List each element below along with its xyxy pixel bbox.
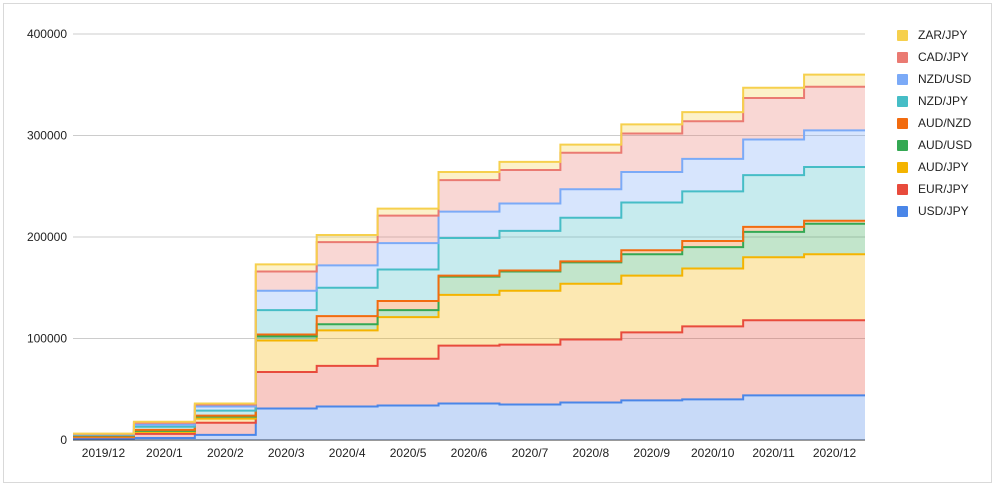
x-tick-label: 2020/10	[691, 446, 735, 460]
legend-item: AUD/JPY	[897, 160, 969, 174]
stepped-area-chart: 0 100000 200000 300000 400000 2019/12 2020/1 20…	[27, 27, 972, 460]
area-nzd-usd	[73, 130, 865, 435]
legend: ZAR/JPY CAD/JPY NZD/USD NZD/JPY AUD/NZD AUD/U…	[897, 28, 972, 218]
x-tick-label: 2020/11	[752, 446, 795, 460]
area-aud-jpy	[73, 254, 865, 438]
area-usd-jpy	[73, 395, 865, 440]
y-tick-label: 100000	[27, 332, 67, 346]
legend-label: ZAR/JPY	[918, 28, 967, 42]
legend-label: NZD/USD	[918, 72, 972, 86]
legend-item: NZD/JPY	[897, 94, 968, 108]
legend-label: EUR/JPY	[918, 182, 969, 196]
legend-item: NZD/USD	[897, 72, 972, 86]
legend-swatch	[897, 140, 908, 151]
x-tick-label: 2020/5	[390, 446, 427, 460]
y-tick-label: 400000	[27, 27, 67, 41]
gridlines	[73, 33, 865, 441]
legend-item: EUR/JPY	[897, 182, 969, 196]
legend-label: NZD/JPY	[918, 94, 968, 108]
legend-swatch	[897, 184, 908, 195]
x-tick-label: 2020/3	[268, 446, 305, 460]
legend-label: USD/JPY	[918, 204, 969, 218]
legend-swatch	[897, 96, 908, 107]
series-areas	[73, 74, 865, 440]
x-tick-label: 2020/7	[512, 446, 549, 460]
area-eur-jpy	[73, 320, 865, 439]
line-aud-jpy	[73, 253, 865, 438]
x-tick-label: 2019/12	[82, 446, 126, 460]
line-zar-jpy	[73, 73, 865, 435]
area-cad-jpy	[73, 86, 865, 435]
x-tick-label: 2020/9	[633, 446, 670, 460]
series-lines	[73, 73, 865, 440]
legend-label: CAD/JPY	[918, 50, 969, 64]
legend-item: AUD/NZD	[897, 116, 972, 130]
x-tick-label: 2020/2	[207, 446, 244, 460]
legend-item: ZAR/JPY	[897, 28, 967, 42]
line-nzd-jpy	[73, 165, 865, 436]
legend-item: AUD/USD	[897, 138, 972, 152]
area-nzd-jpy	[73, 166, 865, 436]
legend-item: USD/JPY	[897, 204, 969, 218]
x-tick-label: 2020/4	[329, 446, 366, 460]
chart-frame: 0 100000 200000 300000 400000 2019/12 2020/1 20…	[3, 3, 992, 483]
legend-swatch	[897, 52, 908, 63]
y-tick-label: 0	[60, 433, 67, 447]
legend-item: CAD/JPY	[897, 50, 969, 64]
legend-swatch	[897, 162, 908, 173]
legend-swatch	[897, 30, 908, 41]
line-cad-jpy	[73, 85, 865, 435]
line-nzd-usd	[73, 129, 865, 436]
line-aud-nzd	[73, 219, 865, 437]
line-aud-usd	[73, 222, 865, 437]
line-usd-jpy	[73, 394, 865, 440]
legend-swatch	[897, 118, 908, 129]
y-tick-label: 200000	[27, 230, 67, 244]
legend-swatch	[897, 74, 908, 85]
x-tick-label: 2020/8	[572, 446, 609, 460]
legend-label: AUD/NZD	[918, 116, 972, 130]
x-tick-label: 2020/6	[451, 446, 488, 460]
legend-swatch	[897, 206, 908, 217]
legend-label: AUD/USD	[918, 138, 972, 152]
axes: 0 100000 200000 300000 400000 2019/12 2020/1 20…	[27, 27, 857, 460]
area-aud-usd	[73, 223, 865, 437]
x-tick-label: 2020/1	[146, 446, 183, 460]
x-tick-label: 2020/12	[813, 446, 857, 460]
y-tick-label: 300000	[27, 129, 67, 143]
legend-label: AUD/JPY	[918, 160, 969, 174]
